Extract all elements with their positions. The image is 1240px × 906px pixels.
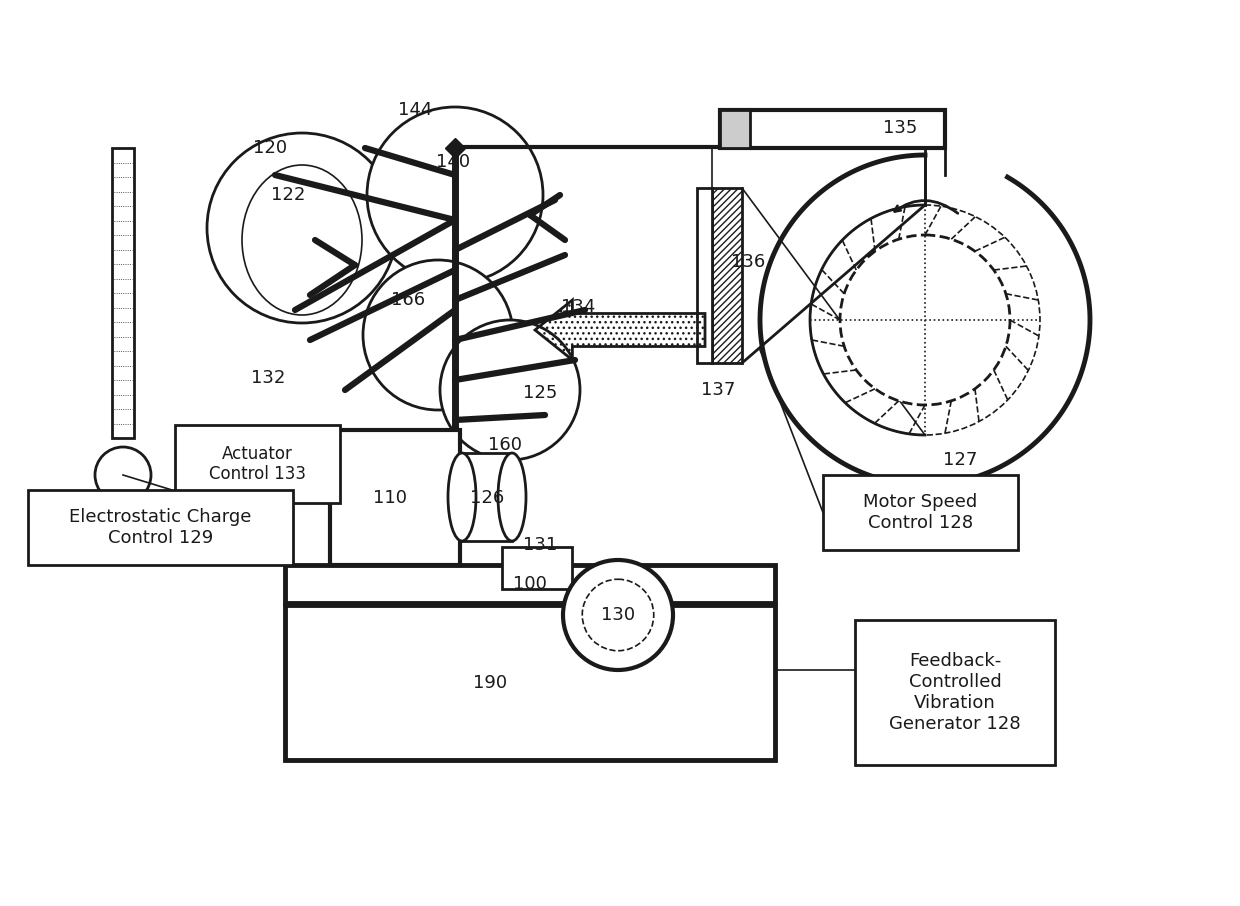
Text: Motor Speed
Control 128: Motor Speed Control 128 [863, 493, 977, 532]
Ellipse shape [498, 453, 526, 541]
Text: 190: 190 [472, 674, 507, 692]
Bar [29, 490, 293, 565]
Text: Electrostatic Charge
Control 129: Electrostatic Charge Control 129 [69, 508, 252, 547]
Text: 136: 136 [730, 253, 765, 271]
Text: 120: 120 [253, 139, 288, 157]
Bar [697, 188, 712, 363]
Text: 166: 166 [391, 291, 425, 309]
Text: 132: 132 [250, 369, 285, 387]
Bar [502, 547, 572, 589]
Text: Actuator
Control 133: Actuator Control 133 [210, 445, 306, 484]
Text: 131: 131 [523, 536, 557, 554]
Bar [712, 188, 742, 363]
Bar [285, 605, 775, 760]
Text: 130: 130 [601, 606, 635, 624]
Text: 127: 127 [942, 451, 977, 469]
Text: 125: 125 [523, 384, 557, 402]
Bar [720, 110, 945, 148]
Text: 126: 126 [470, 489, 505, 507]
Text: 100: 100 [513, 575, 547, 593]
Bar [856, 620, 1055, 765]
Circle shape [563, 560, 673, 670]
Text: 134: 134 [560, 298, 595, 316]
Text: 160: 160 [489, 436, 522, 454]
Text: Feedback-
Controlled
Vibration
Generator 128: Feedback- Controlled Vibration Generator… [889, 652, 1021, 733]
Circle shape [440, 320, 580, 460]
Bar [285, 565, 775, 603]
Circle shape [95, 447, 151, 503]
Bar [823, 475, 1018, 550]
Circle shape [367, 107, 543, 283]
Circle shape [839, 235, 1011, 405]
Bar [463, 453, 512, 541]
Text: 135: 135 [883, 119, 918, 137]
Bar [112, 148, 134, 438]
Text: 144: 144 [398, 101, 433, 119]
Text: 110: 110 [373, 489, 407, 507]
Circle shape [207, 133, 397, 323]
Bar [720, 110, 750, 148]
Bar [175, 425, 340, 503]
Ellipse shape [242, 165, 362, 315]
Text: 140: 140 [436, 153, 470, 171]
Circle shape [583, 579, 653, 651]
Bar [330, 430, 460, 565]
Circle shape [363, 260, 513, 410]
Ellipse shape [448, 453, 476, 541]
Text: 137: 137 [701, 381, 735, 399]
Text: 122: 122 [270, 186, 305, 204]
